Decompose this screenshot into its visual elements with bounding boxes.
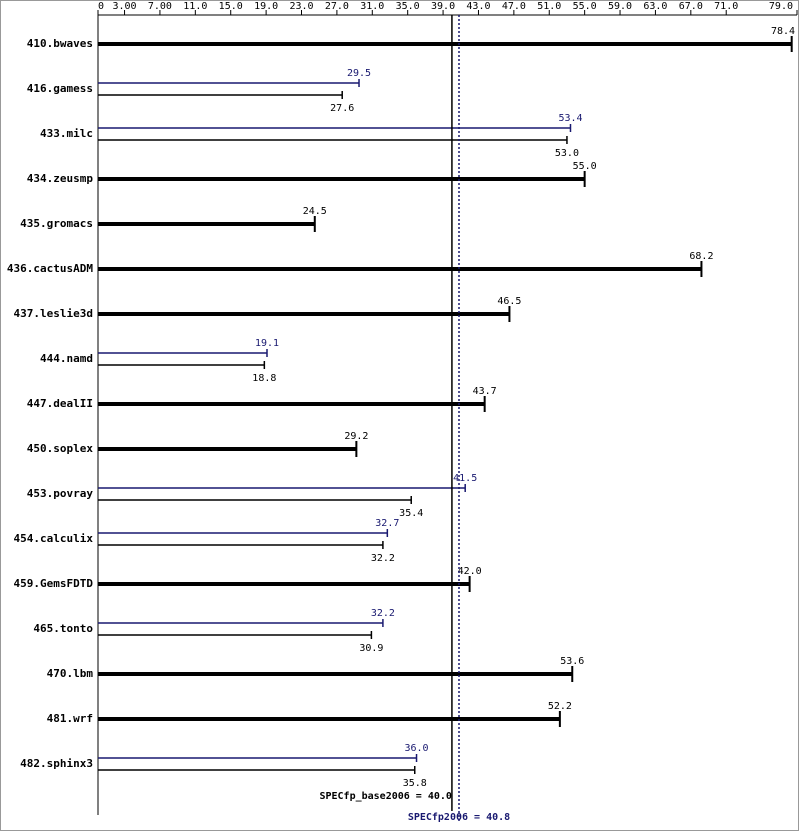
- category-label: 465.tonto: [33, 622, 93, 635]
- value-label: 32.2: [371, 553, 395, 564]
- x-tick-label: 31.0: [360, 1, 384, 12]
- value-label: 53.4: [558, 113, 582, 124]
- value-label: 24.5: [303, 206, 327, 217]
- category-label: 416.gamess: [27, 82, 93, 95]
- x-tick-label: 19.0: [254, 1, 278, 12]
- value-label: 53.6: [560, 656, 584, 667]
- value-label: 32.2: [371, 608, 395, 619]
- value-label: 52.2: [548, 701, 572, 712]
- value-label: 27.6: [330, 103, 354, 114]
- category-label: 433.milc: [40, 127, 93, 140]
- reference-label: SPECfp_base2006 = 40.0: [319, 791, 451, 802]
- value-label: 36.0: [404, 743, 428, 754]
- value-label: 35.4: [399, 508, 423, 519]
- x-tick-label: 35.0: [396, 1, 420, 12]
- value-label: 78.4: [771, 26, 795, 37]
- value-label: 46.5: [497, 296, 521, 307]
- category-label: 435.gromacs: [20, 217, 93, 230]
- x-tick-label: 51.0: [537, 1, 561, 12]
- category-label: 470.lbm: [47, 667, 94, 680]
- category-label: 450.soplex: [27, 442, 94, 455]
- category-label: 482.sphinx3: [20, 757, 93, 770]
- x-tick-label: 23.0: [289, 1, 313, 12]
- category-label: 447.dealII: [27, 397, 93, 410]
- category-label: 410.bwaves: [27, 37, 93, 50]
- value-label: 32.7: [375, 518, 399, 529]
- x-tick-label: 39.0: [431, 1, 455, 12]
- x-tick-label: 27.0: [325, 1, 349, 12]
- value-label: 19.1: [255, 338, 279, 349]
- value-label: 68.2: [689, 251, 713, 262]
- value-label: 53.0: [555, 148, 579, 159]
- x-tick-label: 71.0: [714, 1, 738, 12]
- category-label: 454.calculix: [14, 532, 94, 545]
- value-label: 41.5: [453, 473, 477, 484]
- x-tick-label: 0: [98, 1, 104, 12]
- category-label: 437.leslie3d: [14, 307, 93, 320]
- x-tick-label: 79.0: [769, 1, 793, 12]
- category-label: 459.GemsFDTD: [14, 577, 94, 590]
- value-label: 55.0: [573, 161, 597, 172]
- value-label: 35.8: [403, 778, 427, 789]
- category-label: 434.zeusmp: [27, 172, 94, 185]
- category-label: 453.povray: [27, 487, 94, 500]
- x-tick-label: 43.0: [466, 1, 490, 12]
- x-tick-label: 7.00: [148, 1, 172, 12]
- value-label: 43.7: [473, 386, 497, 397]
- category-label: 481.wrf: [47, 712, 93, 725]
- value-label: 18.8: [252, 373, 276, 384]
- x-tick-label: 67.0: [679, 1, 703, 12]
- x-tick-label: 3.00: [112, 1, 136, 12]
- value-label: 29.2: [344, 431, 368, 442]
- x-tick-label: 11.0: [183, 1, 207, 12]
- category-label: 444.namd: [40, 352, 93, 365]
- x-tick-label: 47.0: [502, 1, 526, 12]
- x-tick-label: 63.0: [643, 1, 667, 12]
- value-label: 29.5: [347, 68, 371, 79]
- x-tick-label: 15.0: [219, 1, 243, 12]
- x-tick-label: 55.0: [573, 1, 597, 12]
- value-label: 42.0: [458, 566, 482, 577]
- x-tick-label: 59.0: [608, 1, 632, 12]
- reference-label: SPECfp2006 = 40.8: [408, 812, 510, 823]
- value-label: 30.9: [359, 643, 383, 654]
- category-label: 436.cactusADM: [7, 262, 93, 275]
